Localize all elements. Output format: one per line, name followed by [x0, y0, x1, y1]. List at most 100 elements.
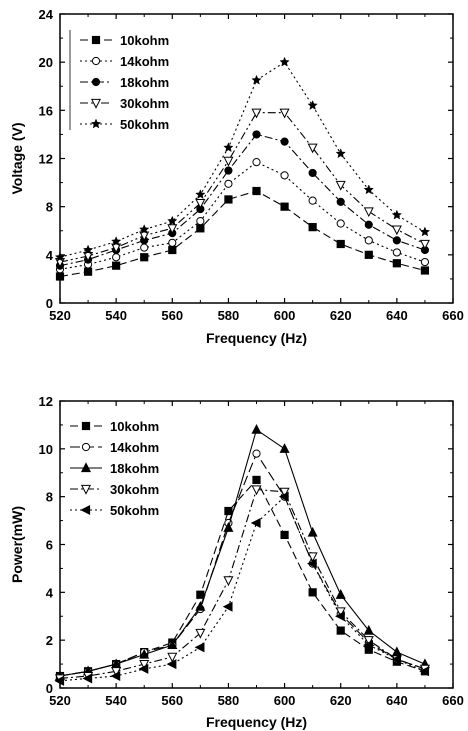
data-point [307, 552, 318, 563]
legend-marker [80, 504, 91, 516]
data-point [420, 266, 430, 275]
data-point [252, 449, 261, 458]
data-point [251, 485, 262, 496]
y-tick-label: 0 [46, 296, 53, 311]
x-tick-label: 600 [274, 308, 296, 323]
y-axis-label: Voltage (V) [9, 122, 25, 194]
data-point [167, 639, 178, 650]
data-point [335, 148, 346, 159]
legend-label: 10kohm [110, 419, 159, 434]
x-tick-label: 620 [330, 308, 352, 323]
legend-label: 30kohm [110, 482, 159, 497]
y-tick-label: 16 [39, 103, 53, 118]
y-tick-label: 24 [39, 7, 54, 22]
data-point [54, 675, 65, 686]
data-point [308, 168, 317, 178]
series-30kohm [54, 108, 430, 268]
voltage-chart: 520 540 560 580 600 620 640 660 0 4 8 12 16 20 24 Frequ… [9, 7, 464, 346]
data-point [224, 179, 233, 188]
data-point [391, 654, 401, 665]
data-point [112, 253, 121, 262]
data-point [392, 236, 401, 245]
data-point [363, 207, 374, 218]
series-line [59, 133, 426, 267]
data-point [140, 253, 149, 262]
data-point [196, 217, 205, 226]
legend-marker [91, 35, 101, 45]
legend-marker [80, 462, 92, 473]
legend: 10kohm 14kohm 18kohm 30kohm 50kohm [70, 419, 159, 518]
data-point [419, 226, 431, 237]
x-tick-label: 660 [442, 693, 464, 708]
data-point [222, 601, 233, 612]
x-tick-label: 520 [49, 693, 71, 708]
data-point [279, 108, 290, 119]
legend: 10kohm 14kohm 18kohm 30kohm 50kohm [69, 30, 169, 132]
series-line [59, 190, 426, 278]
data-point [363, 184, 374, 195]
data-point [224, 166, 233, 175]
data-point [336, 626, 345, 635]
x-tick-label: 640 [386, 308, 408, 323]
data-point [335, 589, 346, 599]
data-point [224, 195, 233, 204]
data-point [195, 600, 206, 611]
data-point [195, 198, 206, 209]
data-point [335, 180, 346, 191]
x-tick-label: 520 [49, 308, 71, 323]
data-point [140, 243, 149, 252]
legend-marker [81, 421, 91, 431]
data-point [223, 142, 234, 153]
y-tick-label: 8 [46, 490, 53, 505]
data-point [223, 522, 234, 532]
x-tick-label: 540 [105, 308, 127, 323]
data-point [112, 261, 121, 270]
data-point [363, 639, 373, 650]
series-50kohm [54, 56, 431, 262]
legend-label: 18kohm [120, 75, 169, 90]
x-tick-label: 560 [161, 693, 183, 708]
data-point [308, 588, 317, 597]
data-point [278, 491, 289, 502]
legend-marker [81, 442, 91, 452]
data-point [308, 196, 317, 205]
data-point [363, 636, 374, 646]
data-point [250, 517, 261, 528]
data-point [364, 250, 373, 259]
x-tick-label: 580 [218, 308, 240, 323]
power-chart: 520 540 560 580 600 620 640 660 0 2 4 6 8 10 12 Frequen… [9, 394, 464, 730]
legend-label: 30kohm [120, 96, 169, 111]
data-point [224, 506, 233, 516]
data-point [196, 590, 205, 599]
series-10kohm [55, 186, 430, 281]
legend-label: 50kohm [110, 503, 159, 518]
data-point [166, 659, 177, 670]
data-point [279, 56, 290, 67]
data-point [363, 624, 374, 635]
data-point [194, 642, 205, 653]
data-point [168, 238, 177, 247]
x-tick-label: 560 [161, 308, 183, 323]
series-line [59, 428, 426, 677]
data-point [419, 239, 430, 250]
data-point [279, 487, 290, 498]
y-tick-label: 6 [46, 538, 53, 553]
x-tick-label: 640 [386, 693, 408, 708]
data-point [391, 646, 402, 657]
legend-marker [91, 77, 101, 87]
data-point [364, 220, 373, 229]
x-tick-label: 580 [218, 693, 240, 708]
series-line [59, 488, 426, 679]
data-point [111, 667, 122, 677]
data-point [138, 663, 149, 674]
data-point [251, 74, 262, 85]
data-point [280, 530, 289, 540]
x-tick-label: 600 [274, 693, 296, 708]
legend-label: 14kohm [120, 54, 169, 69]
y-tick-label: 4 [46, 585, 54, 600]
data-point [54, 251, 66, 262]
data-point [252, 186, 261, 196]
y-tick-label: 12 [39, 394, 53, 409]
x-axis-label: Frequency (Hz) [206, 330, 307, 346]
